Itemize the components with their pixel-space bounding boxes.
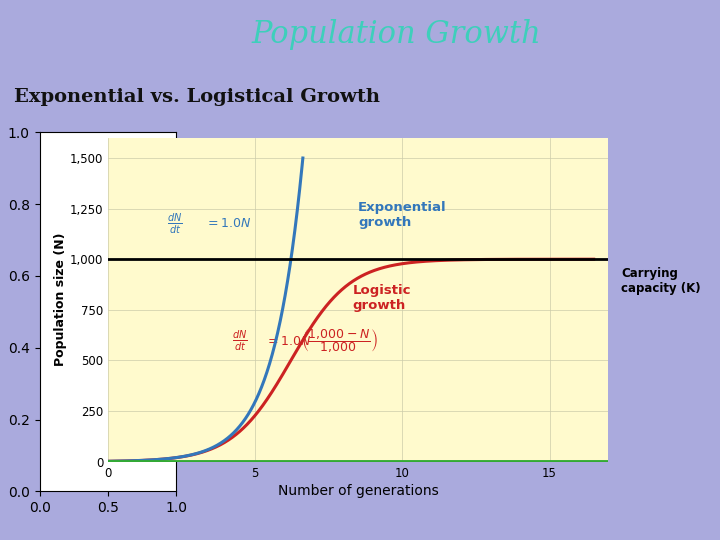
Text: Population Growth: Population Growth xyxy=(251,19,541,50)
Text: $\frac{dN}{dt}$: $\frac{dN}{dt}$ xyxy=(167,212,182,236)
X-axis label: Number of generations: Number of generations xyxy=(278,484,438,498)
Y-axis label: Population size (N): Population size (N) xyxy=(54,233,67,367)
Text: $= 1.0N$: $= 1.0N$ xyxy=(266,335,312,348)
Text: Exponential vs. Logistical Growth: Exponential vs. Logistical Growth xyxy=(14,88,380,106)
Text: Carrying
capacity (K): Carrying capacity (K) xyxy=(621,267,701,295)
Text: Exponential
growth: Exponential growth xyxy=(359,201,447,228)
Text: $= 1.0N$: $= 1.0N$ xyxy=(205,217,251,230)
Text: $\frac{dN}{dt}$: $\frac{dN}{dt}$ xyxy=(232,329,247,353)
Text: $\left(\dfrac{1{,}000-N}{1{,}000}\right)$: $\left(\dfrac{1{,}000-N}{1{,}000}\right)… xyxy=(301,327,377,355)
Text: Logistic
growth: Logistic growth xyxy=(352,284,411,312)
